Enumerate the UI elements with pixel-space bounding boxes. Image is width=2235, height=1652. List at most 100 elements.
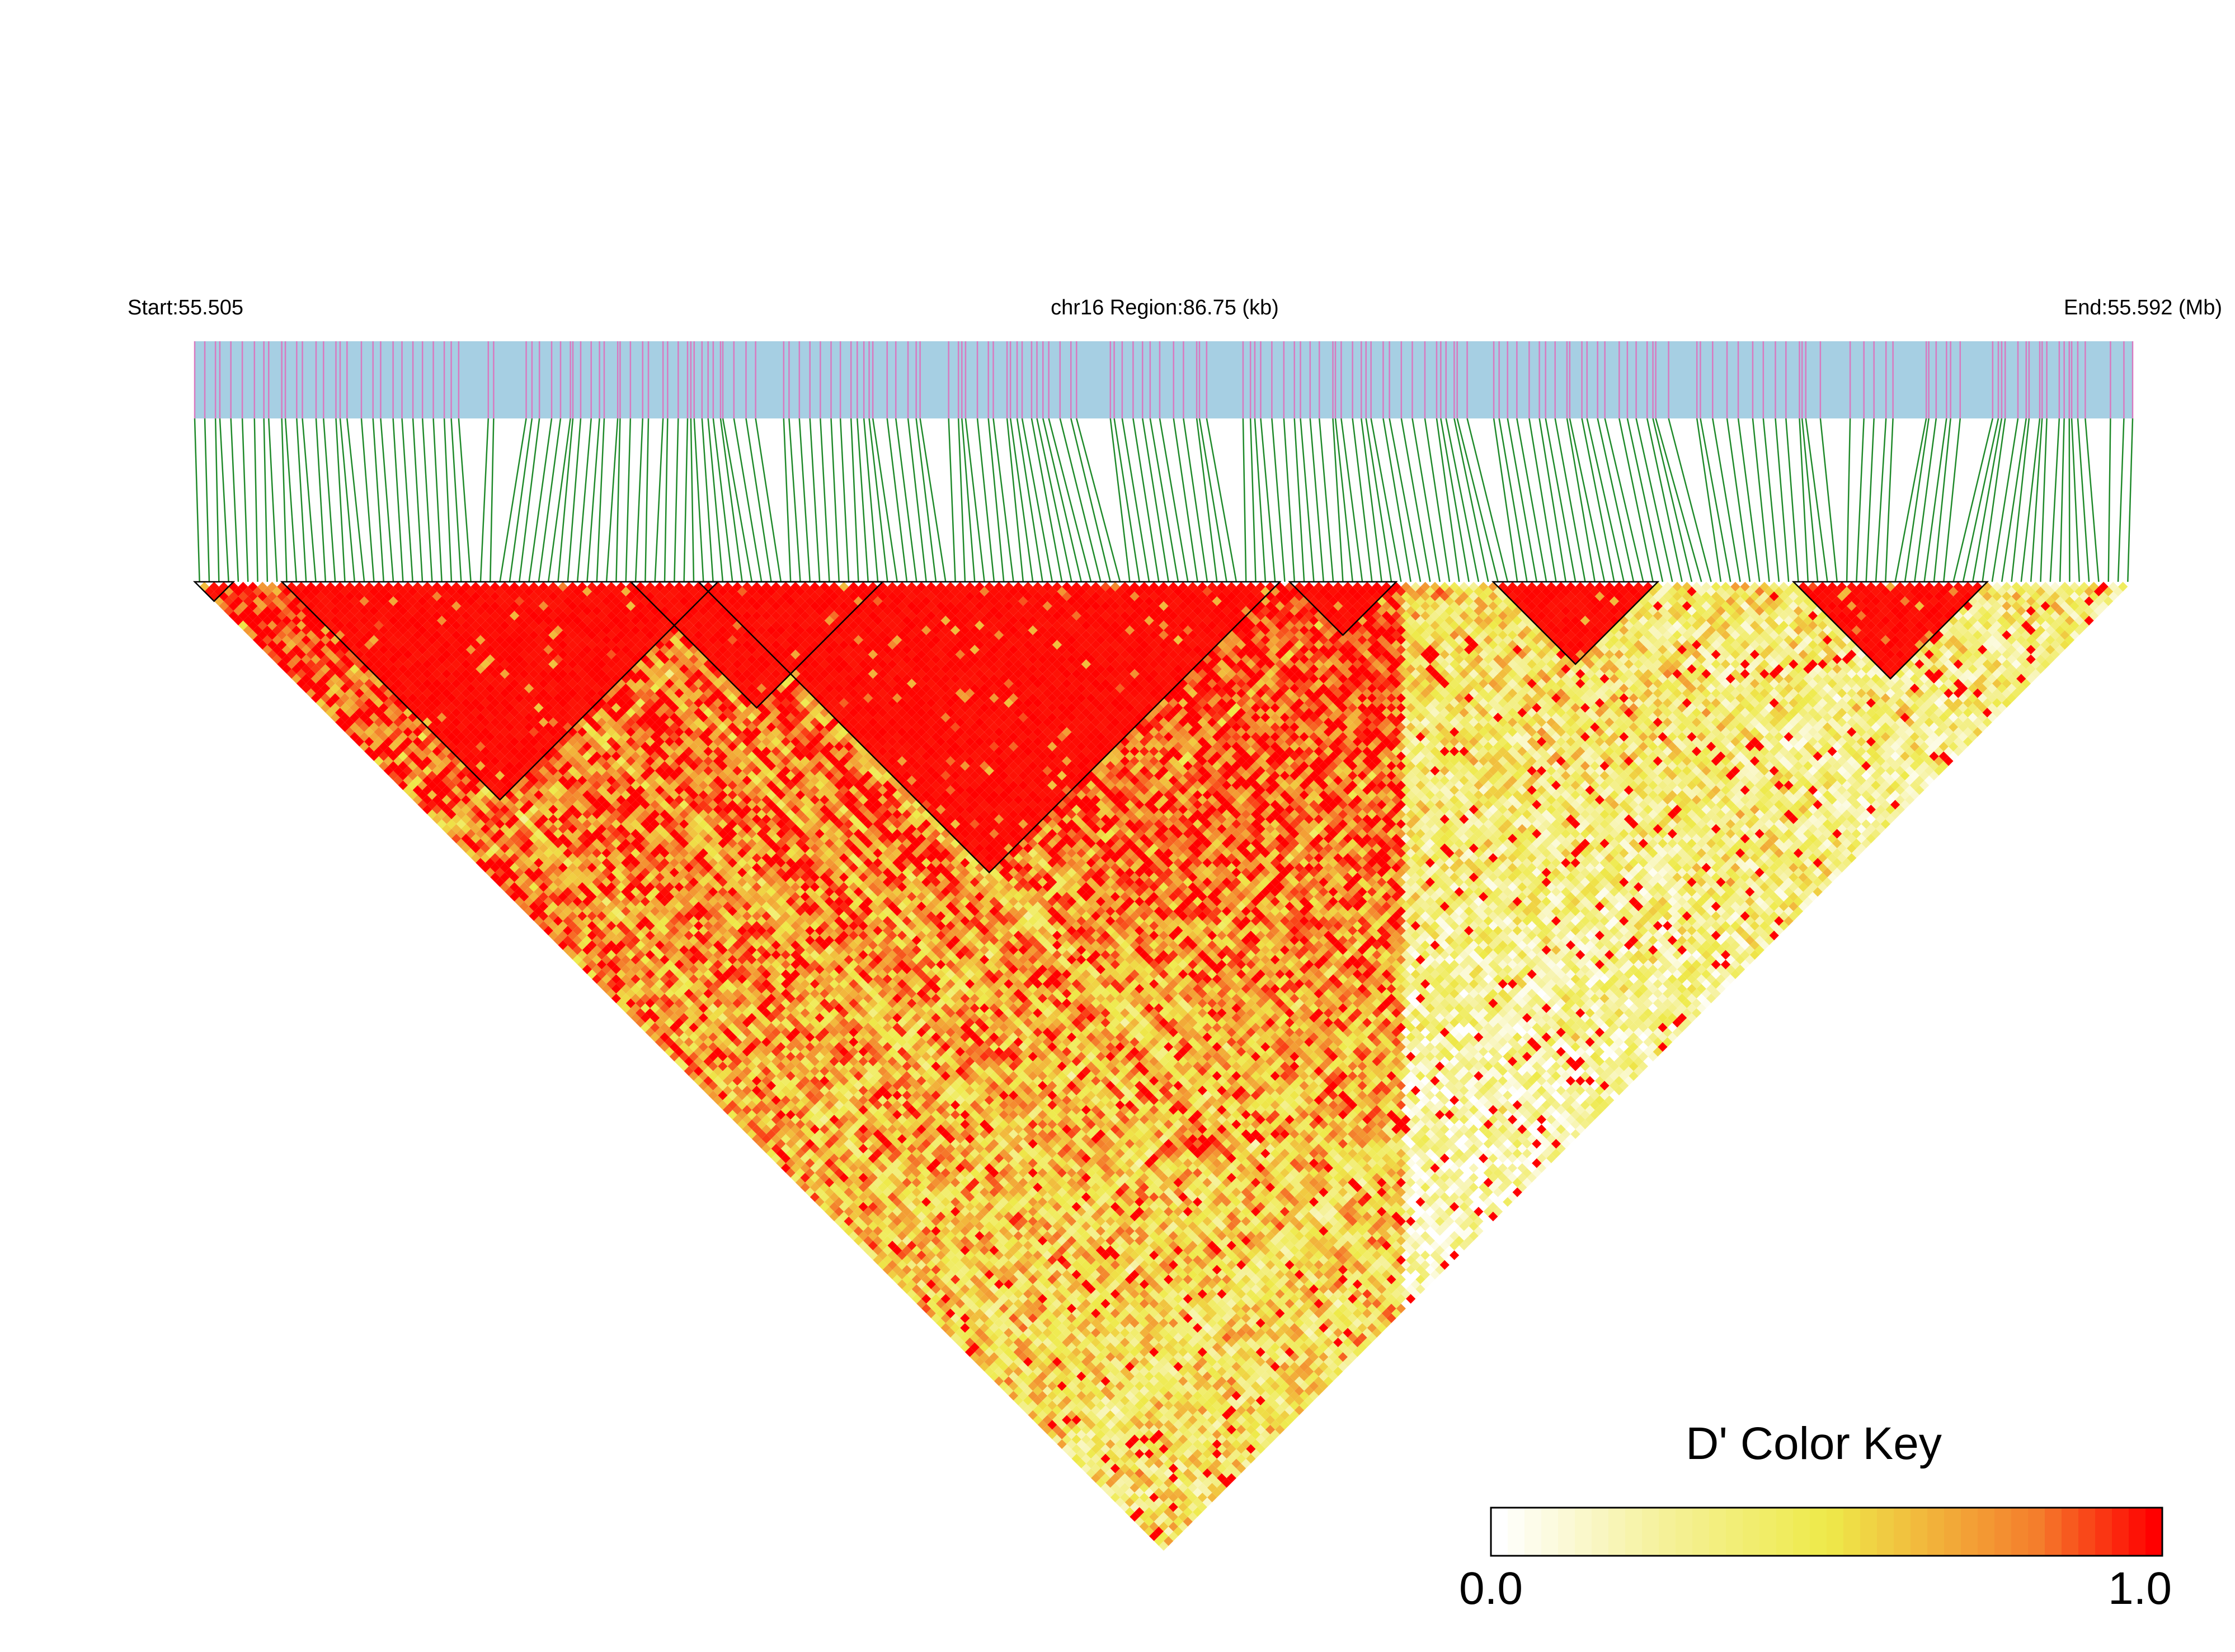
ld-cell xyxy=(1052,1415,1062,1425)
ld-cell xyxy=(805,1187,815,1197)
ld-cell xyxy=(1144,1526,1154,1537)
ld-cell xyxy=(645,1008,655,1018)
ld-cell xyxy=(935,1298,946,1309)
snp-connector xyxy=(1436,418,1460,582)
ld-cell xyxy=(519,892,529,902)
ld-cell xyxy=(1105,1478,1116,1488)
snp-connector xyxy=(1318,418,1334,582)
snp-connector xyxy=(654,418,664,582)
snp-connector xyxy=(2040,418,2048,582)
ld-cell xyxy=(742,1105,752,1115)
ld-cell xyxy=(1023,1395,1033,1406)
snp-connector xyxy=(1424,418,1451,582)
snp-connector xyxy=(2068,418,2071,582)
snp-connector xyxy=(2049,418,2060,582)
snp-connector xyxy=(1382,418,1411,582)
ld-cell xyxy=(713,1076,723,1086)
ld-cell xyxy=(379,751,389,761)
ld-cell xyxy=(892,1274,902,1284)
ld-cell xyxy=(718,1100,728,1110)
ld-cell xyxy=(427,809,437,820)
ld-cell xyxy=(742,1124,752,1135)
ld-cell xyxy=(350,722,360,732)
ld-cell xyxy=(252,635,263,645)
ld-cell xyxy=(766,1138,777,1149)
snp-connector xyxy=(1370,418,1402,582)
ld-cell xyxy=(935,1318,946,1328)
ld-cell xyxy=(306,679,316,689)
snp-connector xyxy=(1646,418,1683,582)
ld-cell xyxy=(945,1309,956,1319)
snp-connector xyxy=(2107,418,2111,582)
snp-connector xyxy=(1042,418,1082,582)
ld-cell xyxy=(1100,1463,1111,1474)
ld-cell xyxy=(926,1289,936,1299)
snp-connector xyxy=(1059,418,1102,582)
snp-connector xyxy=(1933,418,1951,582)
snp-connector xyxy=(615,418,621,582)
track-background xyxy=(195,341,2133,418)
ld-cell xyxy=(1081,1463,1091,1474)
snp-connector xyxy=(1865,418,1875,582)
ld-cell xyxy=(824,1197,835,1207)
ld-cell xyxy=(325,698,336,708)
ld-cell xyxy=(567,940,578,950)
ld-cell xyxy=(858,1240,868,1251)
ld-cell xyxy=(640,1013,651,1023)
ld-cell xyxy=(780,1163,791,1173)
ld-cell xyxy=(756,1119,766,1129)
ld-cell xyxy=(679,1042,689,1052)
snp-connector xyxy=(432,418,443,582)
snp-connector xyxy=(1196,418,1218,582)
ld-cell xyxy=(427,790,437,800)
ld-cell xyxy=(563,925,573,936)
ld-cell xyxy=(321,683,331,694)
ld-cell xyxy=(514,887,524,897)
snp-connector xyxy=(1352,418,1373,582)
ld-cell xyxy=(950,1322,961,1333)
ld-cell xyxy=(1124,1488,1135,1498)
ld-cell xyxy=(316,679,326,689)
snp-connector xyxy=(1655,418,1702,582)
ld-cell xyxy=(1066,1449,1077,1459)
ld-cell xyxy=(1110,1473,1121,1483)
ld-cell xyxy=(897,1260,907,1270)
ld-cell xyxy=(301,683,311,694)
snp-connector xyxy=(479,418,490,582)
ld-cell xyxy=(669,1052,679,1062)
ld-cell xyxy=(592,954,602,965)
snp-connector xyxy=(830,418,840,582)
ld-cell xyxy=(1004,1386,1014,1396)
ld-cell xyxy=(548,911,558,921)
ld-cell xyxy=(1135,1507,1145,1517)
snp-connector xyxy=(335,418,346,582)
snp-connector xyxy=(745,418,772,582)
snp-connector xyxy=(1198,418,1227,582)
ld-cell xyxy=(878,1250,888,1260)
ld-cell xyxy=(1047,1429,1057,1439)
ld-cell xyxy=(853,1236,864,1246)
ld-cell xyxy=(417,799,427,810)
ld-cell xyxy=(897,1269,907,1280)
snp-connector xyxy=(948,418,956,582)
snp-connector xyxy=(1712,418,1741,582)
ld-cell xyxy=(989,1352,999,1362)
ld-cell xyxy=(926,1309,936,1319)
ld-cell xyxy=(1086,1468,1096,1479)
ld-cell xyxy=(805,1178,815,1188)
ld-cell xyxy=(1139,1512,1150,1522)
snp-connector xyxy=(2085,418,2100,582)
snp-connector xyxy=(1132,418,1160,582)
ld-cell xyxy=(214,586,224,596)
ld-cell xyxy=(742,1114,752,1124)
snp-connector xyxy=(1006,418,1024,582)
ld-cell xyxy=(800,1182,810,1193)
ld-cell xyxy=(791,1153,801,1164)
snp-connector xyxy=(1340,418,1363,582)
ld-cell xyxy=(233,615,243,625)
ld-cell xyxy=(330,693,340,703)
snp-connector xyxy=(1569,418,1606,582)
ld-cell xyxy=(228,610,238,621)
ld-cell xyxy=(984,1357,994,1367)
ld-cell xyxy=(359,732,369,742)
